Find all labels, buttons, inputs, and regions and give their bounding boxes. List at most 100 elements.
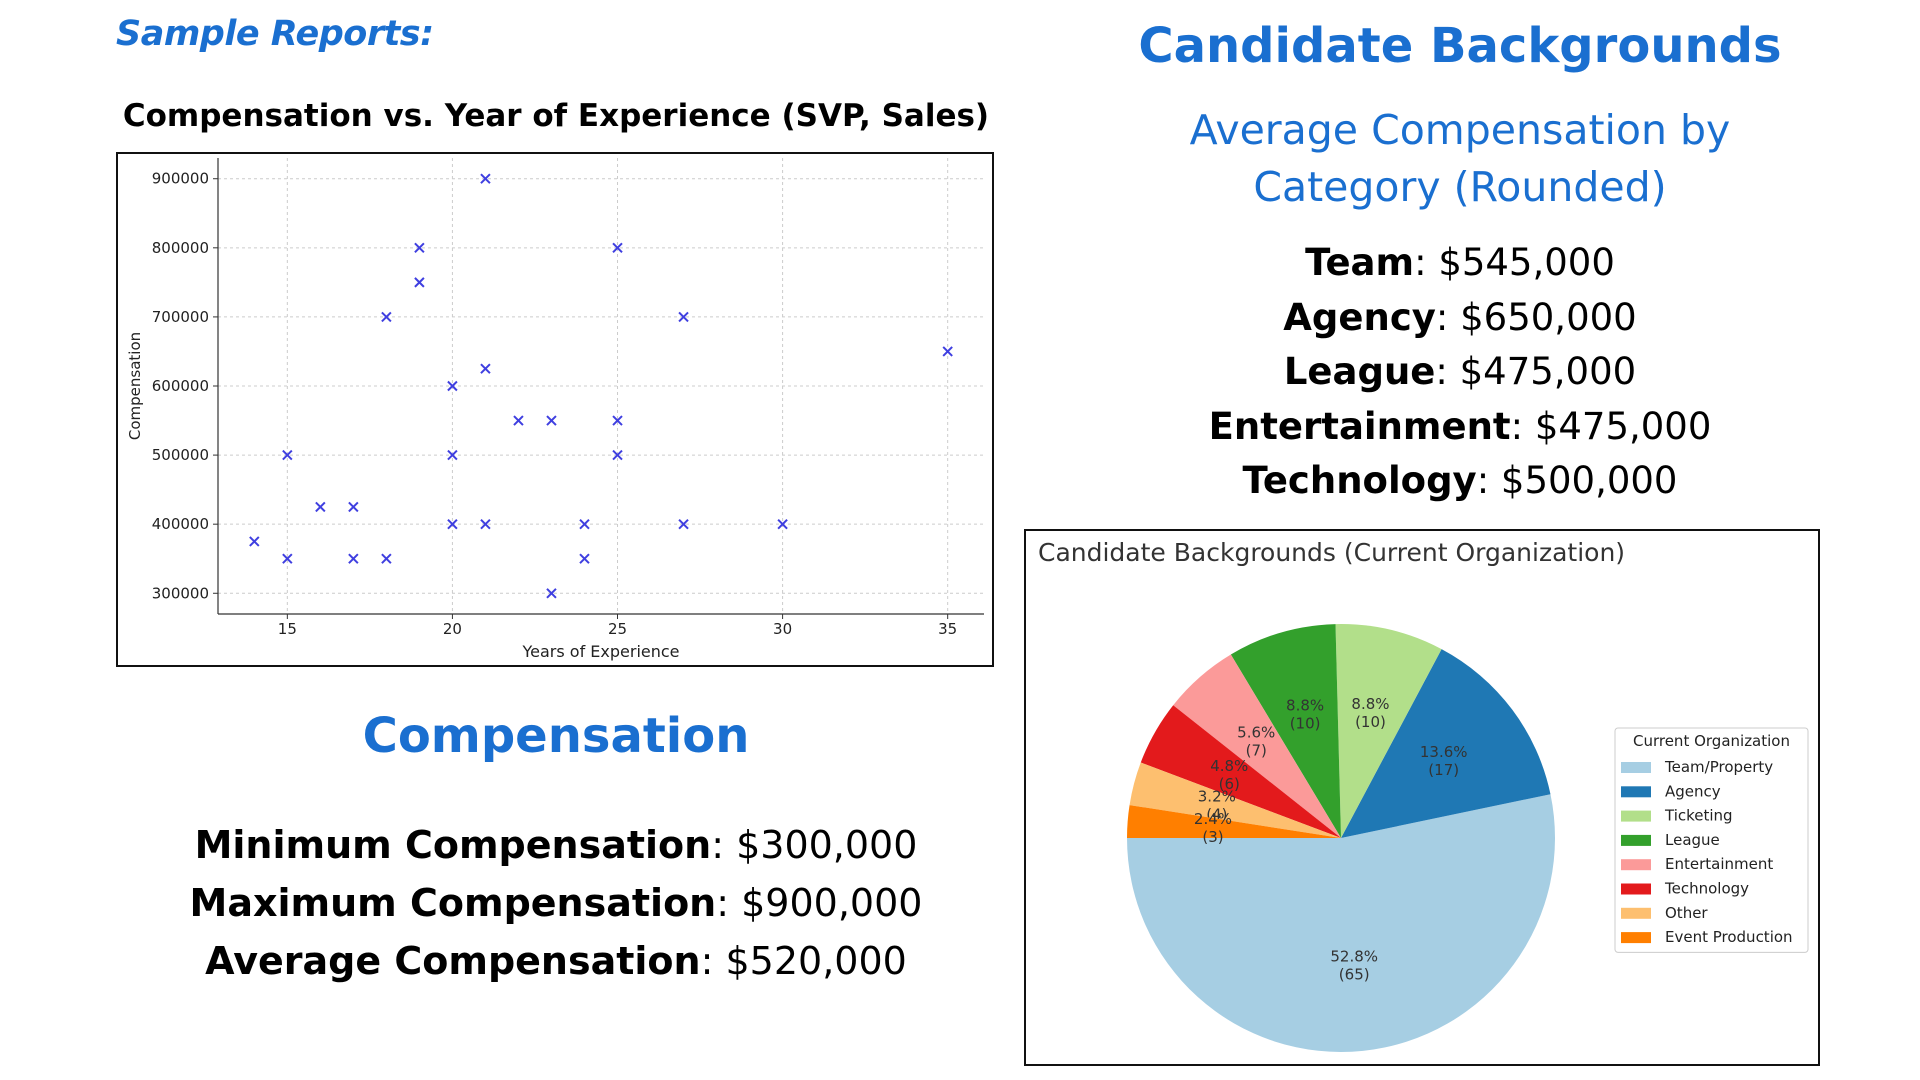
- pie-slice-percent: 13.6%: [1420, 743, 1468, 761]
- pie-slice: [1140, 705, 1341, 838]
- average-compensation-heading-line2: Category (Rounded): [1253, 163, 1667, 211]
- legend-label: Team/Property: [1664, 758, 1773, 776]
- y-axis-label: Compensation: [126, 332, 144, 440]
- legend-swatch: [1621, 883, 1651, 895]
- category-value: $650,000: [1460, 295, 1637, 339]
- legend-swatch: [1621, 762, 1651, 773]
- pie-slice-percent: 3.2%: [1198, 787, 1236, 805]
- average-compensation-list: Team: $545,000 Agency: $650,000 League: …: [1080, 236, 1840, 509]
- avg-row-agency: Agency: $650,000: [1283, 295, 1637, 339]
- scatter-point: [678, 311, 689, 323]
- average-compensation-heading: Average Compensation by Category (Rounde…: [1110, 102, 1810, 216]
- compensation-stats: Minimum Compensation: $300,000 Maximum C…: [116, 816, 996, 990]
- scatter-point: [414, 277, 425, 288]
- scatter-point: [348, 553, 359, 564]
- pie-legend-box: [1614, 727, 1809, 953]
- legend-swatch: [1621, 907, 1651, 919]
- y-tick-label: 300000: [152, 584, 209, 602]
- legend-label: Technology: [1664, 880, 1749, 898]
- legend-label: Event Production: [1665, 928, 1793, 946]
- category-value: $475,000: [1459, 350, 1637, 393]
- scatter-point: [348, 501, 359, 513]
- scatter-point: [777, 518, 788, 530]
- avg-row-league: League: $475,000: [1283, 350, 1637, 393]
- x-axis-label: Years of Experience: [521, 642, 679, 661]
- pie-slice-count: (7): [1246, 742, 1267, 760]
- y-tick-label: 500000: [152, 446, 209, 464]
- legend-label: Entertainment: [1665, 855, 1773, 873]
- category-label: Agency: [1283, 295, 1436, 339]
- pie-slice-count: (10): [1290, 715, 1321, 733]
- max-compensation-row: Maximum Compensation: $900,000: [189, 881, 923, 925]
- y-tick-label: 900000: [152, 170, 209, 188]
- pie-slice-count: (6): [1219, 775, 1240, 793]
- y-tick-label: 400000: [152, 515, 209, 533]
- pie-slice-percent: 8.8%: [1351, 695, 1389, 713]
- legend-label: Agency: [1665, 782, 1721, 800]
- pie-chart-frame: Candidate Backgrounds (Current Organizat…: [1024, 529, 1820, 1066]
- avg-row-team: Team: $545,000: [1305, 241, 1615, 284]
- scatter-point: [447, 380, 458, 392]
- scatter-point: [579, 553, 590, 564]
- pie-slice-percent: 52.8%: [1330, 948, 1378, 966]
- pie-slice: [1127, 805, 1341, 838]
- x-tick-label: 15: [278, 620, 297, 638]
- scatter-point: [678, 518, 689, 530]
- category-label: Entertainment: [1208, 404, 1511, 448]
- pie-slice: [1230, 624, 1341, 838]
- pie-slice: [1173, 654, 1341, 838]
- scatter-point: [282, 553, 293, 564]
- pie-slice-count: (65): [1339, 966, 1370, 984]
- scatter-point: [546, 415, 557, 426]
- average-compensation-heading-line1: Average Compensation by: [1189, 106, 1731, 154]
- scatter-point: [480, 363, 491, 374]
- scatter-point: [315, 501, 326, 513]
- x-tick-label: 25: [608, 620, 627, 638]
- scatter-point: [381, 311, 392, 323]
- pie-chart-title: Candidate Backgrounds (Current Organizat…: [1038, 538, 1625, 567]
- category-label: League: [1283, 350, 1436, 393]
- pie-slice-count: (17): [1428, 761, 1459, 779]
- stat-value: $520,000: [725, 939, 907, 983]
- pie-slice-count: (10): [1355, 713, 1386, 731]
- stat-label: Maximum Compensation: [189, 881, 717, 925]
- y-tick-label: 800000: [152, 239, 209, 257]
- scatter-point: [249, 536, 260, 547]
- legend-swatch: [1621, 932, 1651, 944]
- stat-value: $300,000: [736, 823, 918, 867]
- sample-reports-heading: Sample Reports:: [116, 14, 434, 54]
- pie-slice: [1129, 762, 1341, 838]
- legend-label: League: [1665, 831, 1720, 849]
- pie-slice: [1335, 624, 1442, 838]
- scatter-point: [513, 415, 524, 426]
- pie-slice-percent: 4.8%: [1210, 757, 1248, 775]
- compensation-heading: Compensation: [362, 708, 750, 764]
- scatter-chart-frame: 15 20 25 30 35 300000 400000 500000 600000 700000…: [116, 152, 994, 667]
- scatter-point: [480, 518, 491, 530]
- avg-row-entertainment: Entertainment: $475,000: [1208, 404, 1712, 448]
- legend-swatch: [1621, 859, 1651, 871]
- legend-swatch: [1621, 834, 1651, 846]
- category-value: $500,000: [1500, 459, 1678, 502]
- candidate-backgrounds-heading: Candidate Backgrounds: [1138, 18, 1782, 74]
- category-label: Technology: [1242, 459, 1477, 502]
- stat-label: Minimum Compensation: [194, 823, 712, 867]
- pie-slice-percent: 2.4%: [1194, 810, 1232, 828]
- pie-legend-title: Current Organization: [1633, 732, 1790, 750]
- category-label: Team: [1305, 241, 1415, 284]
- scatter-point: [447, 449, 458, 461]
- scatter-point: [480, 173, 491, 184]
- scatter-point: [612, 415, 623, 426]
- avg-compensation-row: Average Compensation: $520,000: [205, 939, 907, 983]
- y-tick-label: 600000: [152, 377, 209, 395]
- pie-slice: [1127, 794, 1555, 1053]
- category-value: $475,000: [1534, 404, 1712, 448]
- category-value: $545,000: [1438, 241, 1615, 284]
- pie-slice-percent: 5.6%: [1237, 724, 1275, 742]
- pie-slice: [1341, 649, 1551, 838]
- legend-label: Ticketing: [1664, 807, 1733, 825]
- legend-label: Other: [1665, 904, 1708, 922]
- stat-label: Average Compensation: [205, 939, 701, 983]
- scatter-point: [447, 518, 458, 530]
- pie-chart: Candidate Backgrounds (Current Organizat…: [1038, 538, 1809, 1053]
